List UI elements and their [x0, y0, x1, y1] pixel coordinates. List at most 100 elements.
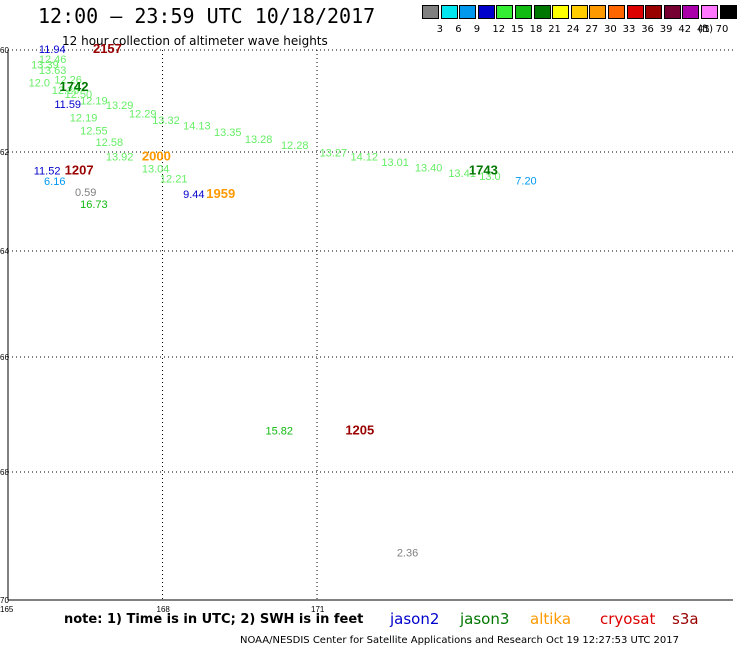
- latitude-label: 66: [0, 353, 9, 362]
- wave-height-value: 13.27: [320, 147, 348, 159]
- satellite-s3a: s3a: [672, 610, 699, 628]
- map-grid: [7, 49, 733, 601]
- scale-swatch: [701, 5, 718, 19]
- latitude-label: 68: [0, 468, 9, 477]
- wave-height-value: 12.0: [29, 78, 50, 90]
- latitude-label: 64: [0, 247, 9, 256]
- wave-height-value: 12.28: [281, 140, 309, 152]
- scale-swatch: [570, 5, 588, 19]
- wave-height-value: 13.39: [31, 59, 59, 71]
- satellite-altika: altika: [530, 610, 572, 628]
- scale-swatch: [589, 5, 607, 19]
- scale-label: 70: [715, 24, 729, 35]
- scale-unit: (ft): [698, 24, 714, 35]
- wave-height-value: 14.12: [350, 151, 378, 163]
- pass-time-labels: 2157174220001207195917431644213621371744…: [60, 41, 498, 438]
- scale-swatch: [645, 5, 663, 19]
- wave-height-value: 14.13: [183, 121, 211, 133]
- scale-label: 12: [492, 24, 506, 35]
- wave-height-value: 16.73: [80, 199, 108, 211]
- scale-swatch: [496, 5, 514, 19]
- satellite-jason2: jason2: [390, 610, 440, 628]
- pass-time-label: 2000: [142, 148, 171, 163]
- wave-height-value: 13.28: [245, 134, 273, 146]
- scale-label: 27: [585, 24, 599, 35]
- longitude-label: 165: [0, 605, 14, 614]
- scale-swatch: [719, 5, 737, 19]
- scale-label: 33: [622, 24, 636, 35]
- scale-swatch: [608, 5, 625, 19]
- pass-time-label: 1207: [65, 162, 94, 177]
- wave-height-value: 13.01: [381, 157, 409, 169]
- satellite-jason3: jason3: [460, 610, 510, 628]
- scale-swatch: [682, 5, 700, 19]
- chart-title: 12:00 – 23:59 UTC 10/18/2017: [38, 4, 376, 28]
- wave-height-value: 13.41: [448, 168, 476, 180]
- pass-time-label: 1959: [206, 186, 235, 201]
- scale-swatch: [477, 5, 495, 19]
- wave-height-value: 0.59: [75, 187, 96, 199]
- scale-label: 21: [548, 24, 561, 35]
- scale-swatch: [440, 5, 458, 19]
- scale-swatch: [459, 5, 477, 19]
- wave-height-value: 2.36: [397, 547, 418, 559]
- pass-time-label: 1205: [345, 423, 374, 438]
- scale-swatch: [626, 5, 644, 19]
- scale-label: 42: [678, 24, 692, 35]
- wave-height-value: 12.55: [80, 126, 108, 138]
- wave-height-value: 13.0: [479, 171, 500, 183]
- wave-height-value: 13.35: [214, 127, 242, 139]
- wave-height-value: 11.94: [39, 44, 66, 56]
- scale-label: 24: [566, 24, 580, 35]
- longitude-label: 168: [157, 605, 171, 614]
- pass-time-label: 1742: [60, 79, 89, 94]
- wave-height-value: 12.25: [52, 85, 80, 97]
- wave-height-value: 11.59: [54, 99, 81, 111]
- footer-note: note: 1) Time is in UTC; 2) SWH is in fe…: [64, 612, 364, 627]
- scale-label: 3: [436, 24, 443, 35]
- scale-swatch: [533, 5, 551, 19]
- scale-swatch: [552, 5, 570, 19]
- wave-height-value: 13.04: [142, 163, 170, 175]
- wave-height-value: 12.19: [80, 96, 108, 108]
- scale-label: 36: [641, 24, 654, 35]
- longitude-label: 171: [311, 605, 325, 614]
- wave-height-value: 13.32: [152, 115, 180, 127]
- scale-swatch: [515, 5, 532, 19]
- wave-height-value: 15.82: [266, 426, 294, 438]
- scale-label: 15: [511, 24, 524, 35]
- wave-height-value: 12.21: [160, 174, 188, 186]
- wave-height-value: 13.29: [106, 100, 134, 112]
- scale-label: 30: [604, 24, 617, 35]
- latitude-label: 70: [0, 596, 9, 605]
- scale-label: 6: [455, 24, 462, 35]
- wave-height-value: 12.50: [65, 89, 93, 101]
- pass-time-label: 1743: [469, 162, 498, 177]
- wave-height-value: 13.92: [106, 151, 134, 163]
- wave-height-value: 12.26: [54, 75, 82, 87]
- wave-height-value: 13.40: [415, 162, 443, 174]
- wave-height-value: 9.44: [183, 189, 204, 201]
- scale-label: 9: [473, 24, 481, 35]
- scale-label: 39: [659, 24, 673, 35]
- wave-height-value: 12.29: [129, 108, 157, 120]
- latitude-label: 60: [0, 46, 9, 55]
- satellite-cryosat: cryosat: [600, 610, 656, 628]
- chart-subtitle: 12 hour collection of altimeter wave hei…: [62, 34, 328, 48]
- wave-height-value: 11.52: [34, 165, 61, 177]
- scale-label: 45: [697, 24, 710, 35]
- pass-time-label: 2157: [93, 41, 122, 56]
- scale-swatch: [422, 5, 439, 19]
- scale-label: 18: [529, 24, 543, 35]
- wave-height-value: 13.63: [39, 65, 67, 77]
- scale-swatch: [663, 5, 681, 19]
- wave-height-value: 7.20: [515, 176, 536, 188]
- wave-height-value: 6.16: [44, 176, 65, 188]
- footer-credit: NOAA/NESDIS Center for Satellite Applica…: [240, 635, 679, 646]
- wave-height-value: 12.19: [70, 112, 98, 124]
- wave-height-value: 12.58: [96, 137, 124, 149]
- wave-height-value: 12.46: [39, 54, 67, 66]
